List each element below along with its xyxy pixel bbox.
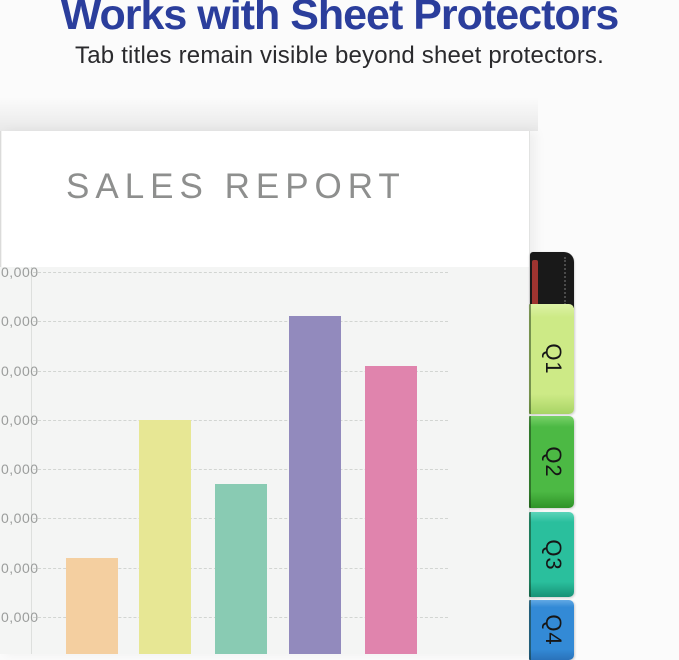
chart-bar-3 (215, 483, 267, 654)
y-axis-tick-label: 0,000 (1, 559, 39, 576)
chart-bar-1 (66, 557, 118, 654)
tab-label-q4: Q4 (540, 614, 566, 646)
divider-tab-q3: Q3 (529, 512, 574, 597)
y-axis-tick-label: 0,000 (1, 609, 39, 625)
gridline (33, 370, 448, 372)
spine-red-accent (532, 260, 538, 308)
gridline (33, 272, 448, 273)
tab-label-q3: Q3 (540, 538, 566, 571)
bar-chart: 0,000 0,000 0,000 0,000 0,000 0,000 0,000 0,000 (0, 267, 529, 654)
y-axis-tick-label: 0,000 (1, 313, 39, 330)
binder-spine (530, 252, 574, 308)
tab-label-q2: Q2 (540, 446, 566, 478)
paper-top-shadow (0, 97, 538, 131)
y-axis-tick-label: 0,000 (1, 362, 39, 379)
gridline (33, 321, 448, 323)
tab-label-q1: Q1 (540, 343, 566, 375)
divider-tab-q2: Q2 (529, 416, 574, 508)
chart-bar-2 (139, 419, 191, 654)
report-page: SALES REPORT 0,000 0,000 0,000 0,000 0,000 0,… (0, 131, 530, 654)
y-axis-line (31, 267, 32, 654)
divider-tab-q1: Q1 (529, 304, 574, 414)
y-axis-tick-label: 0,000 (1, 267, 39, 281)
subheadline: Tab titles remain visible beyond sheet p… (75, 42, 604, 69)
y-axis-tick-label: 0,000 (1, 411, 39, 428)
gridline (33, 469, 448, 471)
y-axis-tick-label: 0,000 (1, 461, 39, 478)
headline: Works with Sheet Protectors (60, 0, 620, 39)
chart-bar-5 (365, 365, 417, 654)
y-axis-tick-label: 0,000 (1, 510, 39, 527)
report-title: SALES REPORT (66, 167, 406, 206)
chart-bar-4 (289, 316, 341, 654)
divider-tab-q4: Q4 (529, 600, 574, 660)
gridline (33, 419, 448, 421)
spine-stitching (564, 257, 566, 305)
